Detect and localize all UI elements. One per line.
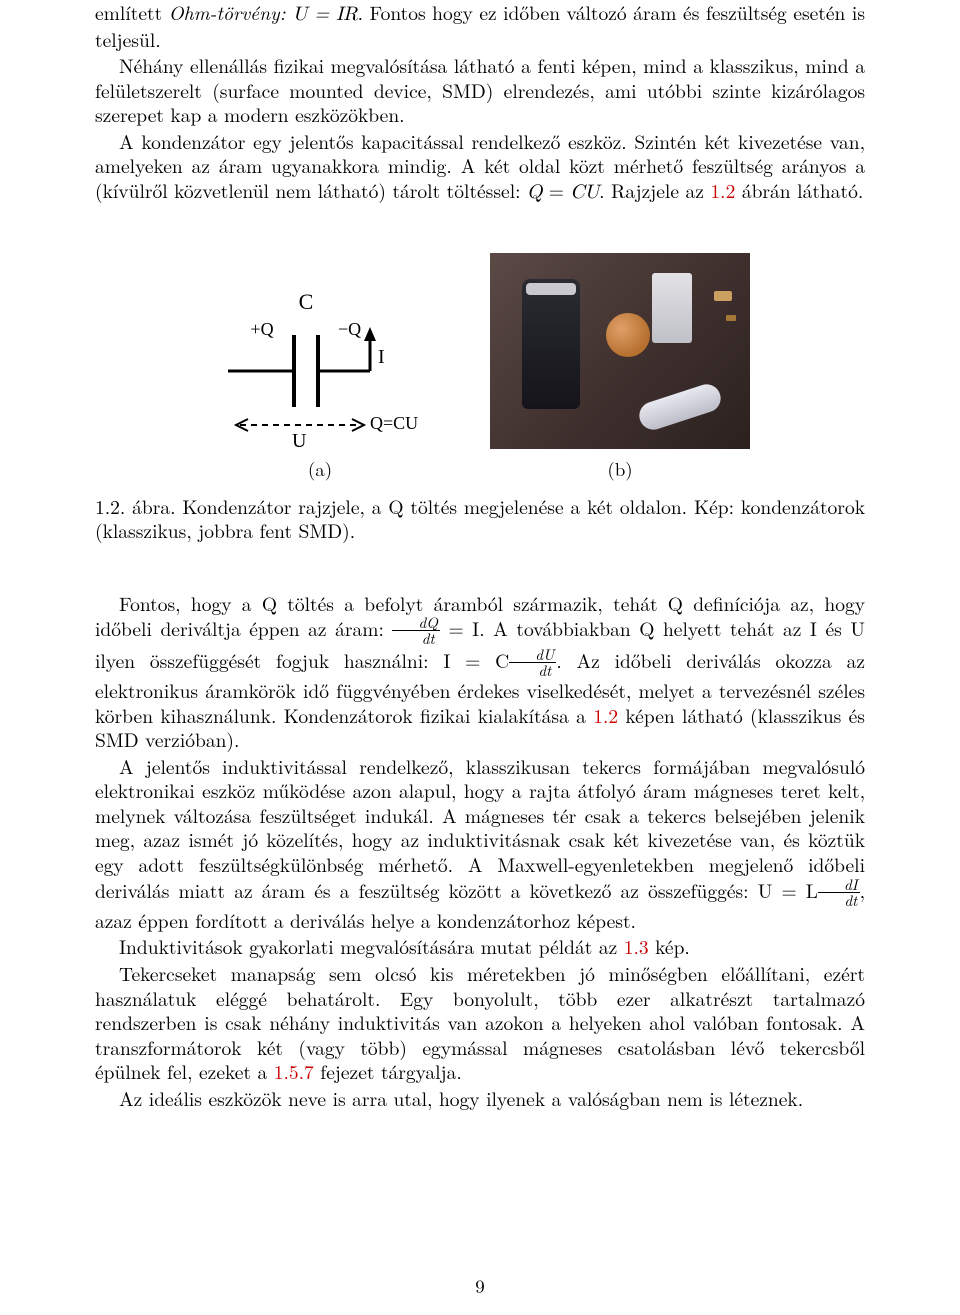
figure-ref-1-3[interactable]: 1.3: [624, 932, 649, 960]
paragraph-ideal-devices: Az ideális eszközök neve is arra utal, h…: [95, 1086, 865, 1111]
label-QCU: Q=CU: [370, 413, 418, 433]
label-U: U: [292, 430, 307, 449]
paragraph-capacitor-intro: A kondenzátor egy jelentős kapacitással …: [95, 129, 865, 205]
label-C: C: [299, 289, 314, 314]
subfigure-a: C +Q −Q I U Q=CU (a): [210, 279, 430, 482]
capacitor-symbol-svg: C +Q −Q I U Q=CU: [210, 279, 430, 449]
figure-caption-1-2: 1.2. ábra. Kondenzátor rajzjele, a Q töl…: [95, 494, 865, 543]
page-number: 9: [0, 1272, 960, 1299]
paragraph-ohm: említett Ohm-törvény: U = IR. Fontos hog…: [95, 0, 865, 51]
subfig-label-a: (a): [308, 455, 332, 482]
figure-ref-1-2b[interactable]: 1.2: [593, 701, 618, 729]
figure-1-2: C +Q −Q I U Q=CU (a) (b): [95, 253, 865, 482]
figure-ref-1-2a[interactable]: 1.2: [710, 176, 735, 204]
section-ref-1-5-7[interactable]: 1.5.7: [274, 1057, 314, 1085]
label-minusQ: −Q: [338, 319, 361, 339]
paragraph-inductor-example: Induktivitások gyakorlati megvalósításár…: [95, 934, 865, 959]
label-plusQ: +Q: [250, 319, 273, 339]
paragraph-charge-inflow: Fontos, hogy a Q töltés a befolyt árambó…: [95, 591, 865, 752]
subfig-label-b: (b): [607, 455, 632, 482]
paragraph-coils-transformers: Tekercseket manapság sem olcsó kis méret…: [95, 961, 865, 1084]
subfigure-b: (b): [490, 253, 750, 482]
label-I: I: [378, 346, 385, 368]
paragraph-inductor: A jelentős induktivitással rendelkező, k…: [95, 754, 865, 933]
paragraph-resistor-physical: Néhány ellenállás fizikai megvalósítása …: [95, 53, 865, 127]
capacitor-photo: [490, 253, 750, 449]
